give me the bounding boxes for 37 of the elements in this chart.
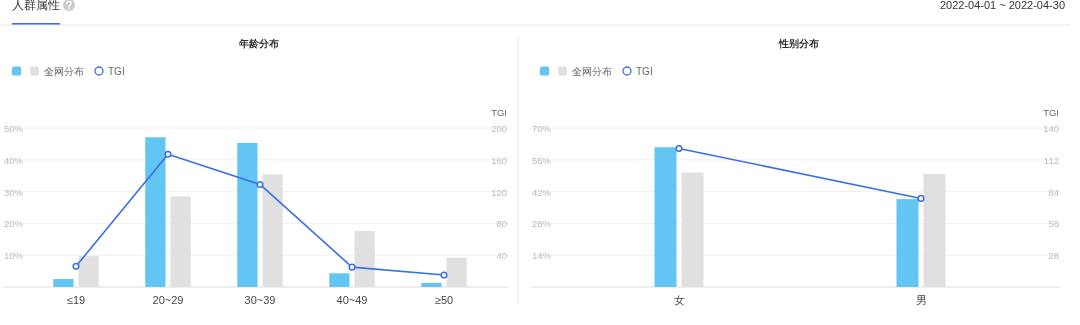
y2-tick-label: 160 — [491, 154, 507, 166]
legend-label: TGI — [636, 66, 653, 77]
y-tick-label: 14% — [532, 250, 552, 262]
legend-label: TGI — [108, 66, 125, 77]
x-tick-label: 男 — [915, 294, 927, 306]
y2-tick-label: 200 — [491, 123, 507, 134]
y2-axis-title: TGI — [1043, 107, 1059, 118]
legend-label: 全网分布 — [44, 66, 84, 77]
x-tick-label: 30~39 — [244, 294, 276, 306]
y2-tick-label: 56 — [1048, 218, 1059, 230]
y2-tick-label: 112 — [1043, 154, 1059, 166]
y2-tick-label: 140 — [1043, 123, 1059, 134]
y-tick-label: 28% — [532, 218, 552, 230]
y-tick-label: 56% — [532, 154, 552, 166]
chart-title: 性别分布 — [778, 38, 819, 49]
y-tick-label: 20% — [4, 218, 24, 230]
y2-tick-label: 84 — [1048, 186, 1059, 198]
y2-axis-title: TGI — [491, 107, 507, 118]
x-tick-label: ≥50 — [434, 294, 454, 306]
text: 人群属性 — [12, 0, 60, 12]
x-tick-label: 女 — [673, 294, 685, 306]
y-tick-label: 42% — [532, 186, 552, 198]
x-tick-label: 40~49 — [336, 294, 368, 306]
y-tick-label: 50% — [4, 123, 24, 134]
chart-title: 年龄分布 — [238, 38, 279, 49]
y-tick-label: 40% — [4, 154, 24, 166]
y2-tick-label: 28 — [1048, 250, 1059, 262]
y2-tick-label: 40 — [496, 250, 507, 262]
x-tick-label: 20~29 — [152, 294, 184, 306]
y-tick-label: 10% — [4, 250, 24, 262]
y-tick-label: 30% — [4, 186, 24, 198]
x-tick-label: ≤19 — [66, 294, 86, 306]
y2-tick-label: 120 — [491, 186, 507, 198]
text: 2022-04-01 ~ 2022-04-30 — [939, 0, 1065, 11]
legend-label: 全网分布 — [572, 66, 612, 77]
y2-tick-label: 80 — [496, 218, 507, 230]
y-tick-label: 70% — [532, 123, 552, 134]
